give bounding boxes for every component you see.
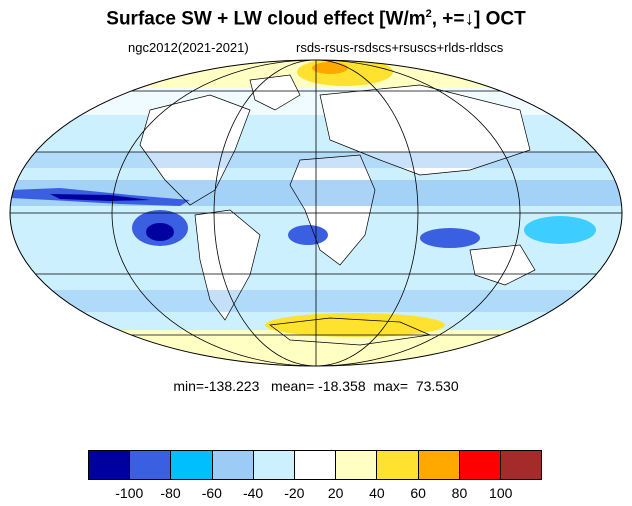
mollweide-map (9, 59, 623, 367)
colorbar-tick-label: 20 (327, 485, 344, 501)
colorbar-tick-label: -20 (284, 485, 305, 501)
colorbar-swatch-8 (418, 451, 460, 479)
north-america-land (140, 95, 250, 205)
colorbar-swatch-0 (89, 451, 131, 479)
mean-value: -18.358 (318, 378, 366, 394)
australia-land (470, 245, 535, 285)
title-superscript: 2 (425, 8, 432, 20)
max-value: 73.530 (415, 378, 459, 394)
colorbar-swatch-5 (294, 451, 337, 479)
colorbar-swatch-9 (459, 451, 501, 479)
subtitle-left: ngc2012(2021-2021) (128, 40, 249, 55)
colorbar-swatch-4 (253, 451, 295, 479)
colorbar-swatch-7 (377, 451, 419, 479)
figure-title: Surface SW + LW cloud effect [W/m2, +=↓]… (0, 8, 632, 30)
colorbar-tick-label: 40 (369, 485, 385, 501)
colorbar-tick-label: -80 (160, 485, 181, 501)
statistics-line: min=-138.223 mean= -18.358 max= 73.530 (173, 378, 459, 394)
arctic-orange-patch (312, 62, 348, 74)
colorbar-swatch-2 (171, 451, 213, 479)
colorbar-swatch-10 (500, 451, 542, 479)
title-suffix: , +=↓] OCT (431, 8, 526, 30)
colorbar-tick-label: -40 (242, 485, 264, 501)
arctic-yellow-patch (297, 60, 393, 86)
coastlines (139, 74, 536, 346)
colorbar-tick-label: -60 (201, 485, 222, 501)
indian-ocean-patch (420, 228, 480, 248)
colorbar-tick-label: 60 (410, 485, 426, 501)
graticule (10, 60, 622, 366)
colorbar-swatch-6 (336, 451, 378, 479)
atlantic-south-patch (288, 225, 328, 245)
colorbar-tick-label: -100 (115, 485, 144, 501)
map-border (9, 59, 623, 367)
colorbar-swatch-1 (130, 451, 172, 479)
map-field (10, 60, 622, 366)
greenland-land (250, 75, 300, 110)
colorbar-swatch-3 (212, 451, 254, 479)
eastern-pacific-core (146, 223, 174, 241)
pacific-itcz-core (50, 194, 150, 201)
min-value: -138.223 (204, 378, 260, 394)
west-pacific-patch (524, 216, 596, 244)
subtitle-right: rsds-rsus-rsdscs+rsuscs+rlds-rldscs (296, 40, 504, 55)
colorbar-tick-label: 80 (451, 485, 468, 501)
colorbar-tick-label: 100 (489, 485, 513, 501)
antarctic-yellow-patch (265, 313, 445, 337)
colorbar (88, 450, 542, 480)
title-text: Surface SW + LW cloud effect [W/m (106, 8, 426, 30)
